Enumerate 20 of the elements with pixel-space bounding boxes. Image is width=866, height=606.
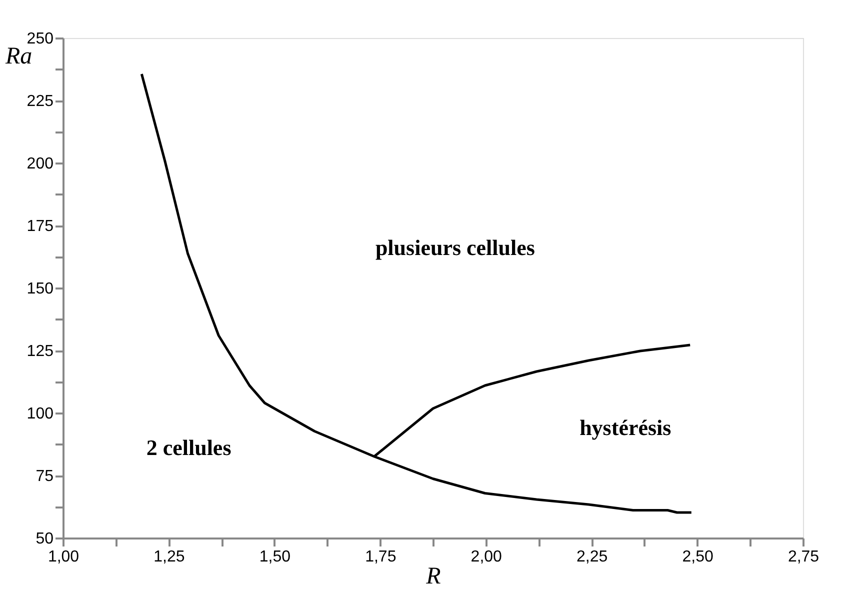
x-tick-label: 1,75 (365, 548, 396, 566)
x-tick-label: 2,50 (682, 548, 714, 566)
x-tick-label: 1,50 (259, 548, 291, 566)
y-tick-label: 125 (26, 343, 54, 360)
x-tick-label: 1,00 (48, 548, 80, 566)
annotation: plusieurs cellules (375, 235, 536, 260)
x-tick-label: 1,25 (154, 548, 185, 566)
annotation: 2 cellules (146, 435, 232, 460)
x-tick-label: 2,75 (788, 548, 820, 566)
x-tick-label: 2,25 (576, 548, 608, 566)
y-tick-label: 175 (26, 218, 54, 235)
y-tick-label: 225 (26, 93, 54, 110)
annotation: hystérésis (580, 415, 672, 440)
y-tick-label: 150 (26, 280, 54, 298)
y-tick-label: 50 (36, 530, 54, 548)
y-tick-label: 75 (36, 468, 54, 485)
y-tick-label: 100 (26, 406, 54, 422)
x-axis-title: R (425, 564, 442, 590)
x-tick-label: 2,00 (470, 548, 502, 566)
y-tick-label: 200 (26, 156, 54, 172)
